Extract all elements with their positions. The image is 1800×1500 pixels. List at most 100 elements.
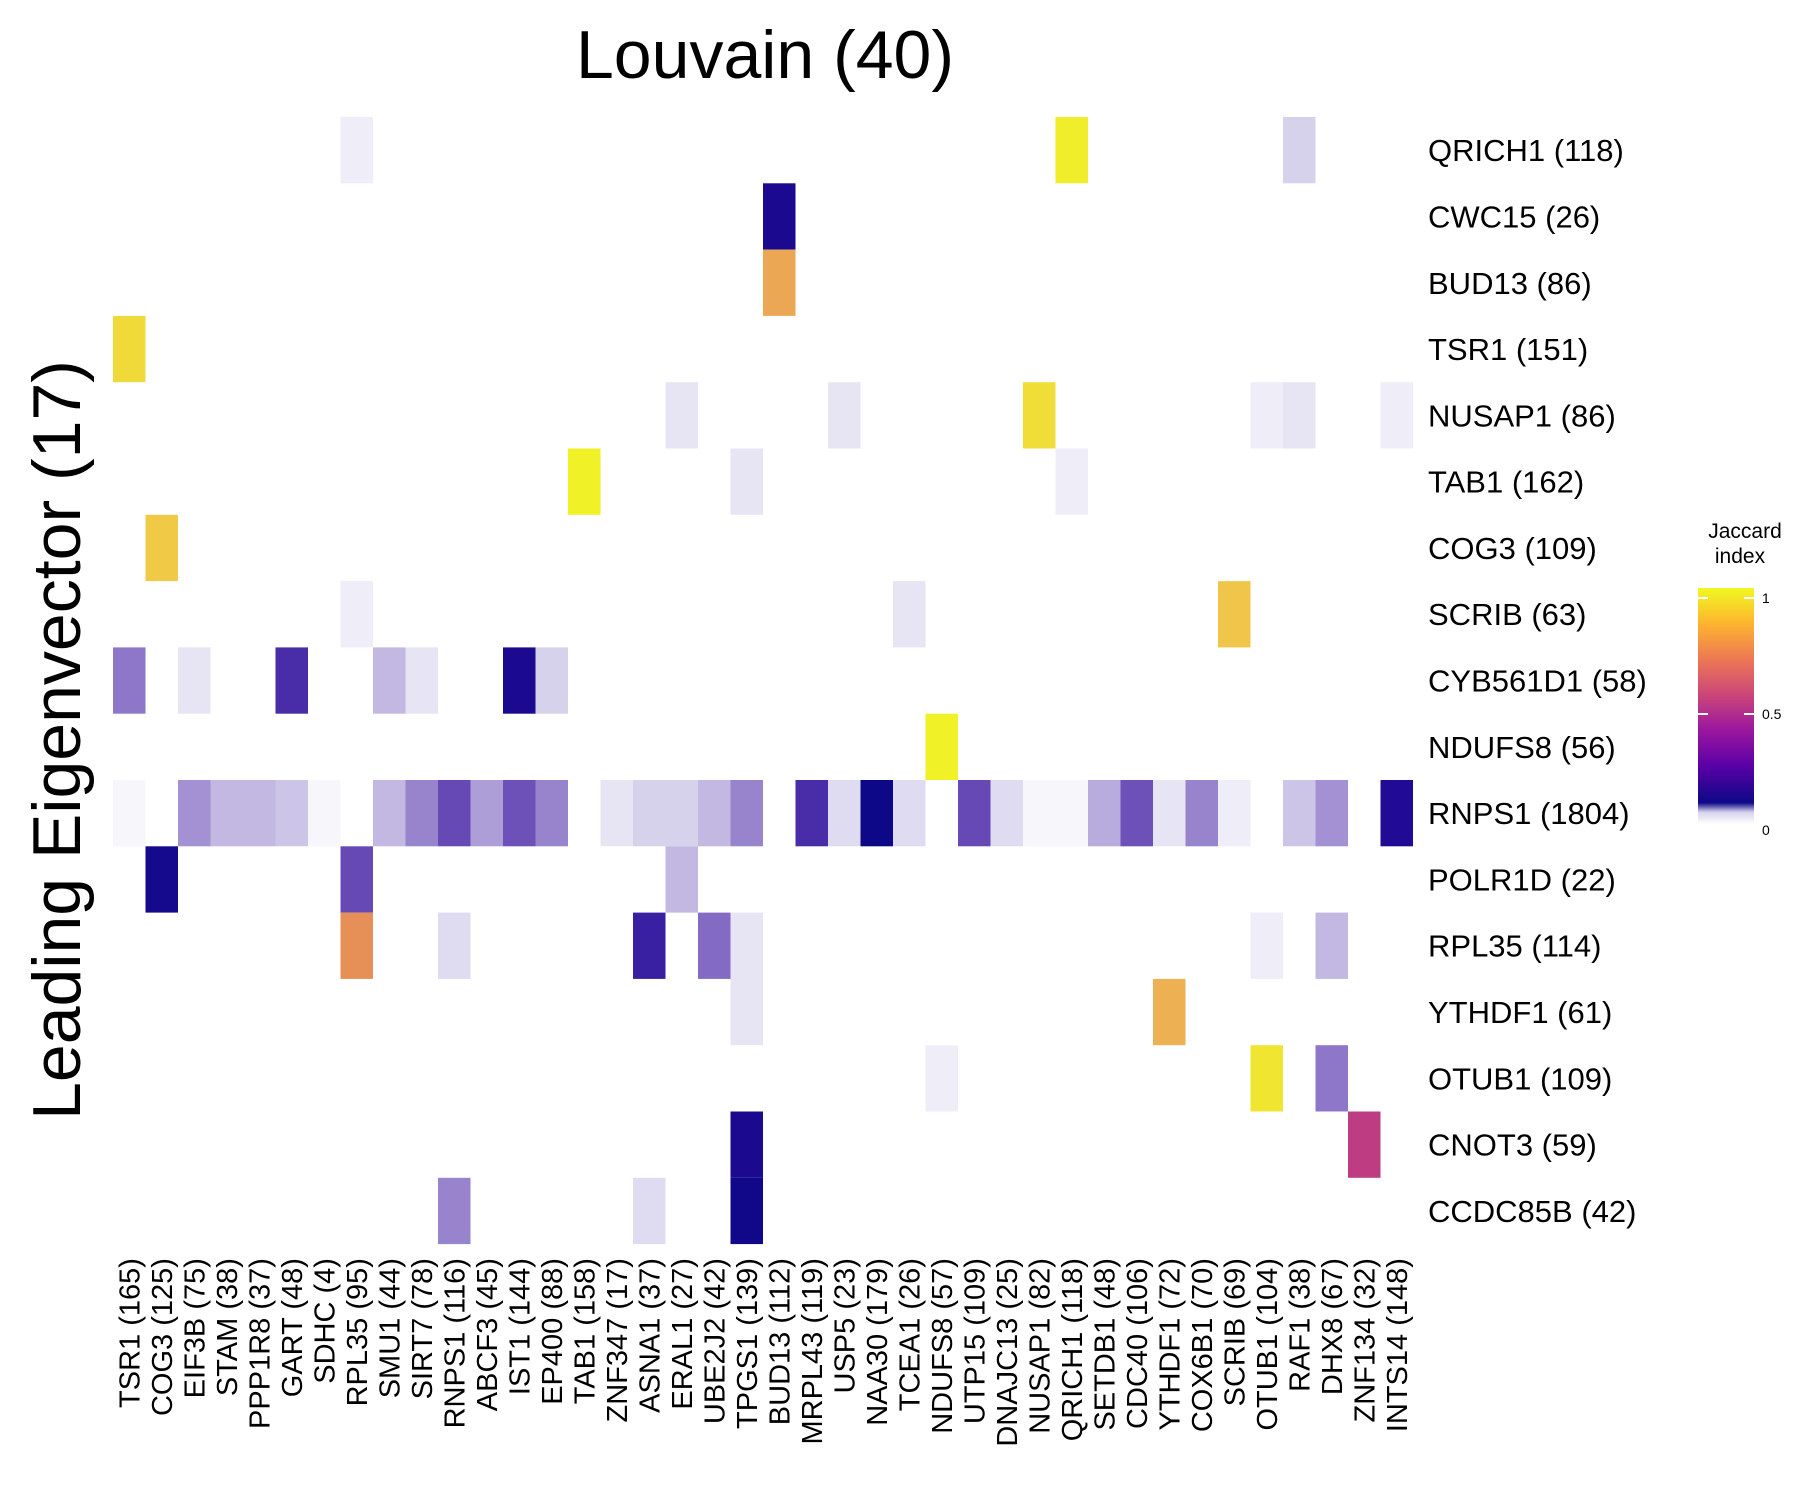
heatmap-cell (1283, 382, 1316, 449)
row-label: CNOT3 (59) (1428, 1128, 1597, 1163)
heatmap-cell (340, 846, 373, 913)
row-label: CWC15 (26) (1428, 200, 1600, 235)
column-label: SIRT7 (78) (407, 1258, 439, 1399)
heatmap-cell (178, 780, 211, 847)
heatmap-cell (763, 183, 796, 250)
heatmap-cell (990, 780, 1023, 847)
column-label: TAB1 (158) (569, 1258, 601, 1404)
column-label: COG3 (125) (147, 1258, 179, 1416)
heatmap-cell (730, 780, 763, 847)
heatmap-cell (438, 912, 471, 979)
heatmap-cell (1250, 1045, 1283, 1112)
heatmap-cell (828, 780, 861, 847)
heatmap-cell (860, 780, 893, 847)
row-label: YTHDF1 (61) (1428, 995, 1612, 1030)
column-label: NUSAP1 (82) (1024, 1258, 1056, 1434)
heatmap-cell (340, 117, 373, 184)
heatmap-cell (730, 1111, 763, 1178)
heatmap-cell (275, 780, 308, 847)
heatmap-cell (1120, 780, 1153, 847)
heatmap-cell (340, 912, 373, 979)
column-label: IST1 (144) (504, 1258, 536, 1395)
heatmap-cell (730, 912, 763, 979)
heatmap-cell (1153, 978, 1186, 1046)
column-label: OTUB1 (104) (1252, 1258, 1284, 1430)
heatmap-cell (925, 713, 958, 780)
heatmap-cell (405, 780, 438, 847)
row-label: COG3 (109) (1428, 531, 1597, 566)
heatmap-cell (373, 647, 406, 714)
column-label: QRICH1 (118) (1057, 1258, 1089, 1441)
heatmap-cell (958, 780, 991, 847)
column-label: SCRIB (69) (1219, 1258, 1251, 1406)
heatmap-cell (730, 1177, 763, 1245)
column-label: MRPL43 (119) (797, 1258, 829, 1444)
heatmap-cell (665, 780, 698, 847)
heatmap-cell (1218, 581, 1251, 648)
column-label: EP400 (88) (537, 1258, 569, 1405)
heatmap-cell (633, 912, 666, 979)
heatmap-cell (1283, 117, 1316, 184)
column-label: EIF3B (75) (179, 1258, 211, 1398)
heatmap-cell (795, 780, 828, 847)
color-legend: Jaccard index 10.50 (1698, 520, 1782, 838)
heatmap-cell (1218, 780, 1251, 847)
column-label: ZNF347 (17) (602, 1258, 634, 1422)
row-label: POLR1D (22) (1428, 862, 1616, 897)
heatmap-cell (730, 448, 763, 515)
column-label: NAA30 (179) (862, 1258, 894, 1426)
column-labels: TSR1 (165) COG3 (125) EIF3B (75) STAM (38) P… (114, 1258, 1414, 1447)
heatmap-cell (1348, 1111, 1381, 1178)
legend-colorbar (1698, 588, 1754, 824)
column-label: RAF1 (38) (1284, 1258, 1316, 1392)
heatmap-cell (893, 581, 926, 648)
column-label: RPL35 (95) (342, 1258, 374, 1406)
heatmap-cell (535, 780, 568, 847)
column-label: ERAL1 (27) (667, 1258, 699, 1410)
heatmap-cell (308, 780, 341, 847)
column-label: TPGS1 (139) (732, 1258, 764, 1429)
heatmap-cell (243, 780, 276, 847)
heatmap-cell (113, 780, 146, 847)
heatmap-cell (1315, 1045, 1348, 1112)
column-label: UTP15 (109) (959, 1258, 991, 1424)
column-label: ZNF134 (32) (1349, 1258, 1381, 1422)
heatmap-cell (113, 315, 146, 383)
heatmap-cell (503, 780, 536, 847)
legend-title-line-2: index (1715, 545, 1766, 568)
heatmap-cell (600, 780, 633, 847)
heatmap-cell (730, 978, 763, 1046)
heatmap-cell (1023, 382, 1056, 449)
heatmap-cell (1283, 780, 1316, 847)
column-label: UBE2J2 (42) (699, 1258, 731, 1424)
heatmap-cell (373, 780, 406, 847)
row-label: TAB1 (162) (1428, 465, 1584, 500)
column-label: INTS14 (148) (1382, 1258, 1414, 1432)
heatmap-cell (275, 647, 308, 714)
row-label: NUSAP1 (86) (1428, 398, 1616, 433)
column-label: SETDB1 (48) (1089, 1258, 1121, 1430)
heatmap-cell (145, 846, 178, 913)
heatmap-cell (568, 448, 601, 515)
row-label: RNPS1 (1804) (1428, 796, 1630, 831)
y-axis-label: Leading Eigenvector (17) (19, 360, 95, 1120)
heatmap-cell (1023, 780, 1056, 847)
column-label: CDC40 (106) (1122, 1258, 1154, 1429)
chart-title: Louvain (40) (576, 17, 954, 93)
heatmap-cell (633, 780, 666, 847)
heatmap-cell (1315, 912, 1348, 979)
heatmap-cell (438, 1177, 471, 1245)
column-label: TSR1 (165) (114, 1258, 146, 1408)
column-label: YTHDF1 (72) (1154, 1258, 1186, 1430)
heatmap-cell (503, 647, 536, 714)
column-label: ASNA1 (37) (634, 1258, 666, 1413)
row-label: TSR1 (151) (1428, 332, 1588, 367)
heatmap-cell (405, 647, 438, 714)
column-label: NDUFS8 (57) (927, 1258, 959, 1434)
column-label: ABCF3 (45) (472, 1258, 504, 1411)
legend-tick-label: 1 (1762, 590, 1770, 606)
row-label: CCDC85B (42) (1428, 1194, 1636, 1229)
heatmap-cell (1315, 780, 1348, 847)
legend-tick-label: 0 (1762, 822, 1770, 838)
